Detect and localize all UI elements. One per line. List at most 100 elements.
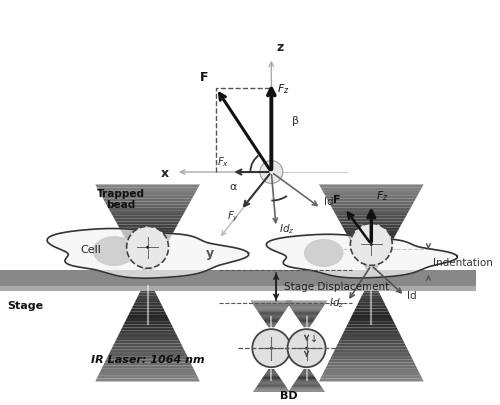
Polygon shape xyxy=(260,316,282,317)
Circle shape xyxy=(305,347,308,350)
Text: x: x xyxy=(160,166,168,179)
Polygon shape xyxy=(354,309,389,312)
Polygon shape xyxy=(296,316,318,317)
Polygon shape xyxy=(364,290,379,293)
Text: Indentation: Indentation xyxy=(433,257,493,267)
Polygon shape xyxy=(342,331,400,334)
Polygon shape xyxy=(294,313,319,314)
Polygon shape xyxy=(124,236,172,239)
Polygon shape xyxy=(259,313,284,314)
Polygon shape xyxy=(302,370,310,371)
Bar xyxy=(0,271,476,287)
Circle shape xyxy=(126,227,168,269)
Polygon shape xyxy=(340,337,403,340)
Polygon shape xyxy=(288,392,326,393)
Polygon shape xyxy=(298,377,316,378)
Text: $F_z$: $F_z$ xyxy=(277,82,289,96)
Polygon shape xyxy=(322,191,420,194)
Polygon shape xyxy=(114,219,181,222)
Text: Trapped
bead: Trapped bead xyxy=(97,188,145,210)
Polygon shape xyxy=(252,303,290,305)
Polygon shape xyxy=(118,334,178,337)
Polygon shape xyxy=(268,370,276,371)
Polygon shape xyxy=(250,395,292,396)
Polygon shape xyxy=(111,347,184,350)
Polygon shape xyxy=(288,303,326,305)
Polygon shape xyxy=(290,389,324,390)
Polygon shape xyxy=(292,386,322,387)
Polygon shape xyxy=(112,343,182,347)
Polygon shape xyxy=(298,319,316,320)
Polygon shape xyxy=(352,245,391,247)
Polygon shape xyxy=(360,259,382,262)
Text: Stage: Stage xyxy=(8,300,44,310)
Polygon shape xyxy=(302,325,311,326)
Polygon shape xyxy=(254,390,290,391)
Polygon shape xyxy=(319,378,424,382)
Polygon shape xyxy=(335,213,408,216)
Polygon shape xyxy=(98,191,197,194)
Polygon shape xyxy=(292,385,321,386)
Polygon shape xyxy=(132,250,164,254)
Polygon shape xyxy=(97,375,198,378)
Polygon shape xyxy=(266,371,276,372)
Polygon shape xyxy=(303,369,310,370)
Polygon shape xyxy=(341,225,402,228)
Polygon shape xyxy=(336,216,406,219)
Polygon shape xyxy=(291,387,322,388)
Polygon shape xyxy=(348,236,395,239)
Text: Id: Id xyxy=(324,197,334,207)
Polygon shape xyxy=(290,308,322,309)
Polygon shape xyxy=(357,254,386,256)
Polygon shape xyxy=(286,394,327,395)
Polygon shape xyxy=(268,369,275,370)
Text: z: z xyxy=(276,41,283,54)
Polygon shape xyxy=(342,228,400,230)
Polygon shape xyxy=(296,381,318,382)
Polygon shape xyxy=(286,302,327,303)
Polygon shape xyxy=(258,312,284,313)
Polygon shape xyxy=(296,317,316,318)
Polygon shape xyxy=(138,262,157,265)
Polygon shape xyxy=(290,388,322,389)
Polygon shape xyxy=(127,242,168,245)
Polygon shape xyxy=(286,301,328,302)
Polygon shape xyxy=(258,311,285,312)
Polygon shape xyxy=(292,310,322,311)
Polygon shape xyxy=(140,265,156,268)
Polygon shape xyxy=(126,318,170,322)
Polygon shape xyxy=(357,303,386,305)
Polygon shape xyxy=(328,202,414,205)
Polygon shape xyxy=(341,334,402,337)
Polygon shape xyxy=(261,379,281,380)
Polygon shape xyxy=(94,237,135,266)
Text: $Id_z$: $Id_z$ xyxy=(279,222,294,235)
Polygon shape xyxy=(304,240,343,266)
Polygon shape xyxy=(344,230,399,233)
Polygon shape xyxy=(294,312,320,313)
Polygon shape xyxy=(102,196,194,199)
Polygon shape xyxy=(127,315,168,318)
Polygon shape xyxy=(104,359,190,362)
Polygon shape xyxy=(116,337,180,340)
Polygon shape xyxy=(320,375,422,378)
Text: Cell: Cell xyxy=(80,245,101,254)
Polygon shape xyxy=(260,315,282,316)
Polygon shape xyxy=(119,331,176,334)
Polygon shape xyxy=(134,254,162,256)
Polygon shape xyxy=(332,353,411,356)
Polygon shape xyxy=(364,265,379,268)
Polygon shape xyxy=(262,318,281,319)
Polygon shape xyxy=(356,305,387,309)
Polygon shape xyxy=(254,306,288,307)
Polygon shape xyxy=(141,268,154,271)
Polygon shape xyxy=(362,293,381,296)
Text: F: F xyxy=(334,195,341,205)
Polygon shape xyxy=(332,208,411,211)
Polygon shape xyxy=(95,185,200,188)
Polygon shape xyxy=(328,359,414,362)
Polygon shape xyxy=(141,287,154,290)
Polygon shape xyxy=(290,307,324,308)
Circle shape xyxy=(260,161,283,184)
Polygon shape xyxy=(287,393,327,394)
